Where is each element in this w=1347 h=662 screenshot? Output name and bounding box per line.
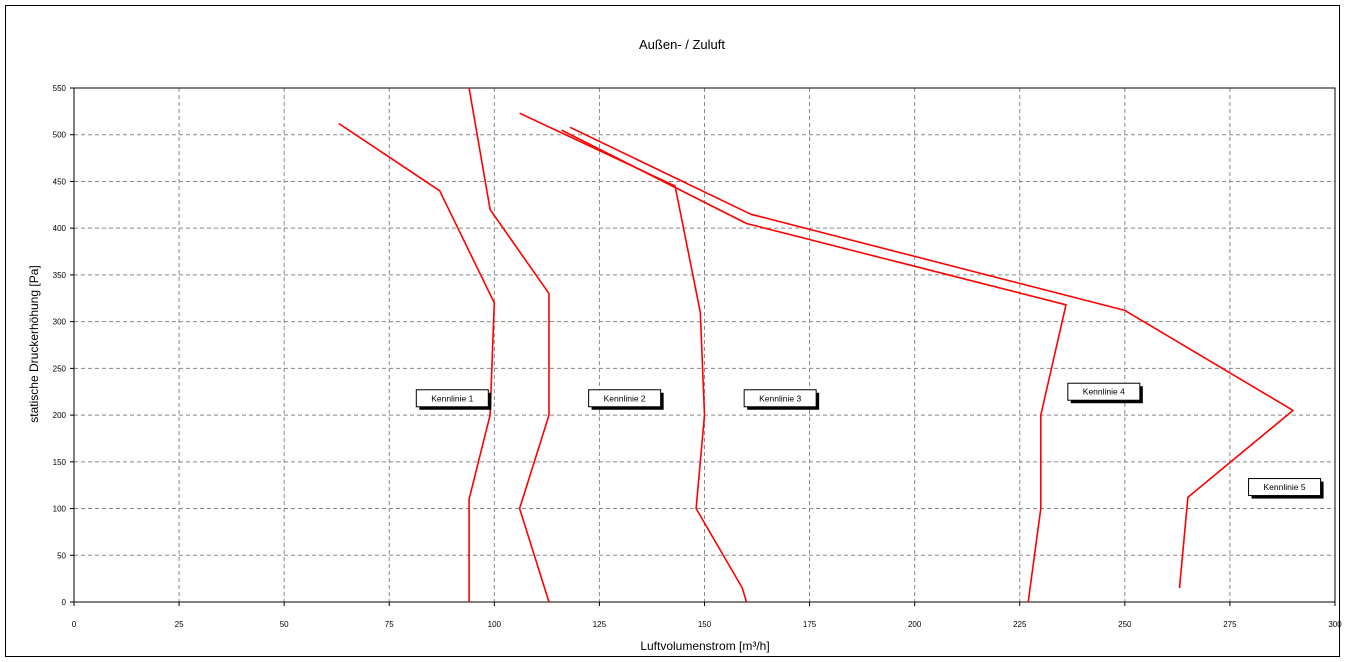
- series-line-kennlinie-4: [561, 129, 1067, 603]
- chart-title: Außen- / Zuluft: [639, 37, 725, 52]
- callout-kennlinie-5: Kennlinie 5: [1248, 478, 1324, 499]
- x-tick-label: 250: [1118, 620, 1132, 629]
- x-tick-label: 50: [280, 620, 289, 629]
- y-tick-label: 300: [53, 318, 67, 327]
- series-line-kennlinie-1: [338, 122, 496, 602]
- y-tick-label: 50: [57, 551, 66, 560]
- y-tick-label: 150: [53, 458, 67, 467]
- x-tick-label: 75: [385, 620, 394, 629]
- callout-kennlinie-3: Kennlinie 3: [743, 389, 820, 410]
- x-tick-label: 225: [1013, 620, 1027, 629]
- y-tick-label: 400: [53, 224, 67, 233]
- callout-kennlinie-4: Kennlinie 4: [1067, 382, 1143, 404]
- series-line-kennlinie-2: [468, 87, 550, 603]
- x-tick-label: 0: [72, 620, 77, 629]
- axes: 0 25 50 75 100 125 150 175 200 225 250 275 300 0 50 100…: [53, 84, 1343, 629]
- x-axis-label: Luftvolumenstrom [m³/h]: [640, 639, 769, 653]
- callout-kennlinie-1: Kennlinie 1: [415, 389, 492, 410]
- y-tick-label: 350: [53, 271, 67, 280]
- x-tick-label: 300: [1328, 620, 1342, 629]
- grid: [74, 88, 1335, 602]
- callout-kennlinie-2: Kennlinie 2: [588, 389, 664, 410]
- annotations: Kennlinie 1 Kennlinie 2 Kennlinie 3 Kennlin…: [415, 382, 1324, 499]
- y-tick-label: 0: [62, 598, 67, 607]
- callout-box: [743, 389, 817, 408]
- y-tick-label: 100: [53, 505, 67, 514]
- y-tick-label: 550: [53, 84, 67, 93]
- callout-box: [415, 389, 489, 408]
- callout-label: Kennlinie 3: [759, 393, 801, 403]
- callout-label: Kennlinie 4: [1083, 387, 1125, 397]
- x-tick-label: 200: [908, 620, 922, 629]
- x-tick-label: 175: [803, 620, 817, 629]
- y-tick-label: 500: [53, 131, 67, 140]
- callout-box: [1248, 478, 1322, 497]
- y-tick-label: 200: [53, 411, 67, 420]
- x-tick-label: 125: [593, 620, 607, 629]
- series-line-kennlinie-5: [569, 126, 1294, 589]
- callout-box: [588, 389, 662, 408]
- callout-label: Kennlinie 5: [1264, 482, 1306, 492]
- y-tick-label: 450: [53, 177, 67, 186]
- callout-box: [1067, 382, 1141, 401]
- series-line-kennlinie-3: [519, 112, 748, 603]
- x-tick-label: 25: [175, 620, 184, 629]
- chart-frame: [5, 5, 1340, 657]
- x-tick-label: 150: [698, 620, 712, 629]
- y-axis-label: statische Druckerhöhung [Pa]: [27, 265, 41, 422]
- x-tick-label: 275: [1223, 620, 1237, 629]
- series-lines: [338, 87, 1294, 603]
- callout-label: Kennlinie 1: [431, 393, 473, 403]
- callout-label: Kennlinie 2: [604, 393, 646, 403]
- y-tick-label: 250: [53, 364, 67, 373]
- x-tick-label: 100: [488, 620, 502, 629]
